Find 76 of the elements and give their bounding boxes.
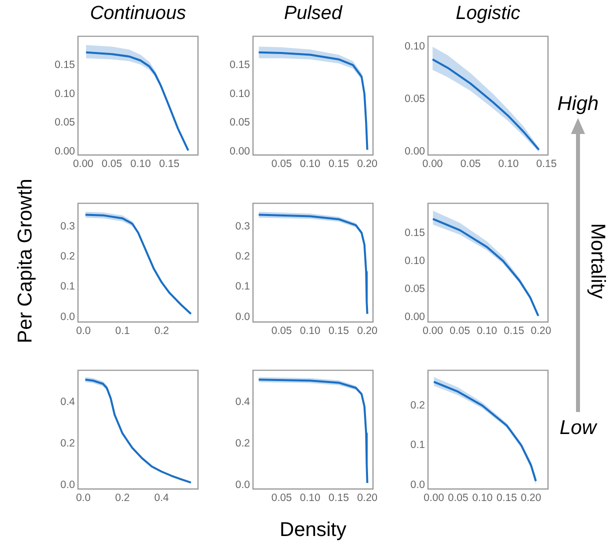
y-tick-label: 0.2 xyxy=(60,438,76,450)
y-tick-label: 0.1 xyxy=(235,280,250,293)
x-tick-label: 0.05 xyxy=(271,158,292,170)
x-tick-label: 0.15 xyxy=(328,325,350,338)
x-tick-label: 0.15 xyxy=(328,158,350,170)
y-tick-label: 0.15 xyxy=(54,59,76,71)
x-tick-label: 0.20 xyxy=(530,325,552,338)
x-tick-label: 0.10 xyxy=(300,492,321,504)
x-tick-label: 0.00 xyxy=(422,158,443,170)
y-tick-label: 0.00 xyxy=(54,145,76,158)
x-tick-label: 0.05 xyxy=(448,492,468,504)
y-tick-label: 0.0 xyxy=(410,478,426,491)
y-tick-label: 0.00 xyxy=(230,145,250,158)
y-tick-label: 0.4 xyxy=(235,396,250,408)
y-tick-label: 0.2 xyxy=(235,250,250,263)
y-tick-label: 0.15 xyxy=(404,226,426,239)
x-tick-label: 0.0 xyxy=(76,492,91,504)
x-tick-label: 0.05 xyxy=(102,158,122,170)
y-tick-label: 0.00 xyxy=(404,146,426,158)
y-tick-label: 0.1 xyxy=(60,280,76,293)
y-tick-label: 0.0 xyxy=(60,478,76,491)
y-tick-label: 0.00 xyxy=(404,310,426,323)
x-tick-label: 0.20 xyxy=(520,492,542,504)
chart-title: Logistic xyxy=(456,3,520,25)
y-tick-label: 0.05 xyxy=(54,116,76,129)
x-axis-title: Density xyxy=(280,519,346,542)
x-tick-label: 0.1 xyxy=(115,325,130,338)
x-tick-label: 0.10 xyxy=(476,325,498,338)
y-tick-label: 0.0 xyxy=(60,310,76,323)
y-tick-label: 0.4 xyxy=(60,396,76,408)
y-tick-label: 0.0 xyxy=(235,478,250,491)
x-tick-label: 0.00 xyxy=(72,158,94,170)
x-tick-label: 0.00 xyxy=(424,492,444,504)
y-tick-label: 0.2 xyxy=(60,250,76,263)
y-tick-label: 0.0 xyxy=(235,310,250,323)
x-tick-label: 0.15 xyxy=(328,492,350,504)
x-tick-label: 0.10 xyxy=(472,492,493,504)
x-tick-label: 0.20 xyxy=(357,325,378,338)
x-tick-label: 0.4 xyxy=(154,492,170,504)
y-tick-label: 0.10 xyxy=(404,40,426,53)
text: High xyxy=(557,93,599,116)
x-tick-label: 0.0 xyxy=(76,325,91,338)
y-tick-label: 0.2 xyxy=(235,438,250,450)
x-tick-label: 0.2 xyxy=(154,325,170,338)
chart-title: Pulsed xyxy=(284,3,342,25)
y-tick-label: 0.05 xyxy=(404,93,426,106)
y-tick-label: 0.10 xyxy=(54,88,76,100)
x-tick-label: 0.15 xyxy=(496,492,518,504)
x-tick-label: 0.15 xyxy=(159,158,180,170)
y-tick-label: 0.1 xyxy=(410,439,426,452)
y-axis-title: Per Capita Growth xyxy=(14,178,38,344)
y-tick-label: 0.10 xyxy=(230,88,250,100)
x-tick-label: 0.2 xyxy=(115,492,130,504)
x-tick-label: 0.10 xyxy=(300,158,321,170)
chart-title: Continuous xyxy=(90,3,186,25)
x-tick-label: 0.15 xyxy=(536,158,557,170)
x-tick-label: 0.05 xyxy=(460,158,481,170)
x-tick-label: 0.10 xyxy=(300,325,321,338)
y-tick-label: 0.3 xyxy=(235,220,250,233)
x-tick-label: 0.10 xyxy=(130,158,151,170)
x-tick-label: 0.05 xyxy=(450,325,470,338)
y-tick-label: 0.05 xyxy=(404,282,426,295)
y-tick-label: 0.15 xyxy=(230,59,250,71)
y-tick-label: 0.2 xyxy=(410,400,426,412)
text: Low xyxy=(560,417,596,440)
text: Mortality xyxy=(586,223,608,299)
y-tick-label: 0.05 xyxy=(230,116,250,129)
y-tick-label: 0.3 xyxy=(60,220,76,233)
x-tick-label: 0.05 xyxy=(271,325,292,338)
x-tick-label: 0.05 xyxy=(271,492,292,504)
x-tick-label: 0.00 xyxy=(422,325,444,338)
y-tick-label: 0.10 xyxy=(404,254,426,267)
x-tick-label: 0.15 xyxy=(504,325,524,338)
x-tick-label: 0.20 xyxy=(357,158,378,170)
x-tick-label: 0.10 xyxy=(498,158,519,170)
x-tick-label: 0.20 xyxy=(357,492,378,504)
